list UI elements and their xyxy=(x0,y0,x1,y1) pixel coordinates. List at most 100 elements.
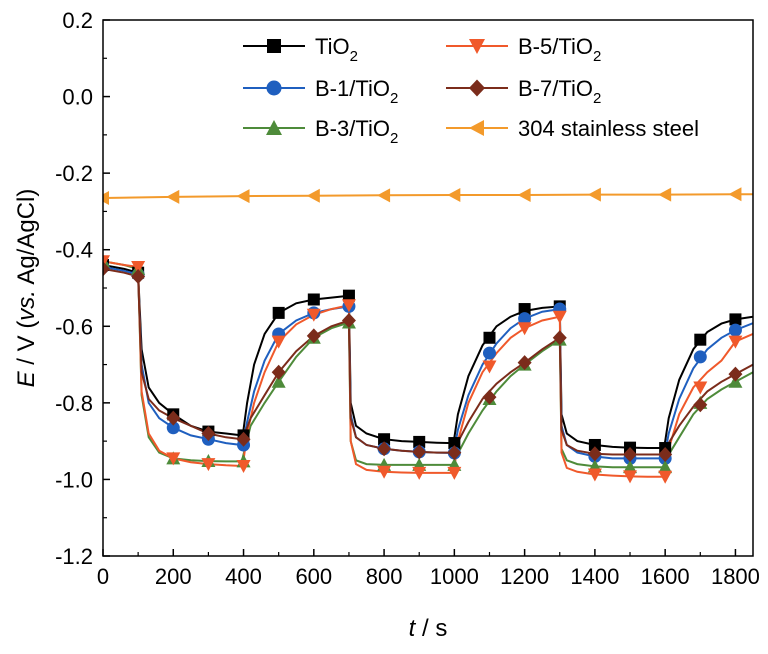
x-axis-unit: / s xyxy=(415,615,447,642)
x-tick-label: 1400 xyxy=(570,564,619,589)
series-line xyxy=(103,260,753,469)
legend-label-subscript: 2 xyxy=(350,48,358,65)
series-layer xyxy=(103,193,753,478)
y-tick-label: -1.0 xyxy=(55,467,93,492)
x-tick-label: 800 xyxy=(366,564,403,589)
legend-label-subscript: 2 xyxy=(390,130,398,147)
y-axis-mid: / V ( xyxy=(13,321,40,372)
data-point xyxy=(552,330,567,346)
data-point xyxy=(482,389,497,405)
data-point xyxy=(517,187,531,202)
data-point xyxy=(377,188,391,203)
data-point xyxy=(131,269,146,285)
y-tick-label: 0.2 xyxy=(62,8,93,33)
data-point xyxy=(587,187,601,202)
legend-label-text: B-5/TiO xyxy=(518,34,593,59)
data-point xyxy=(658,187,672,202)
data-point xyxy=(378,433,391,446)
data-point xyxy=(166,410,181,426)
legend-label: B-3/TiO2 xyxy=(315,116,398,147)
data-point xyxy=(658,460,673,474)
x-tick-label: 1800 xyxy=(711,564,760,589)
x-tick-label: 1000 xyxy=(430,564,479,589)
y-axis-symbol: E xyxy=(13,370,40,387)
data-point xyxy=(518,312,532,326)
data-point xyxy=(728,335,743,349)
legend-label-text: B-7/TiO xyxy=(518,76,593,101)
data-point xyxy=(271,364,286,380)
data-point xyxy=(623,460,638,474)
y-tick-label: 0.0 xyxy=(62,85,93,110)
legend-marker xyxy=(267,39,281,53)
data-point xyxy=(166,452,181,466)
data-point xyxy=(341,313,356,329)
data-point xyxy=(166,421,180,435)
x-tick-label: 400 xyxy=(225,564,262,589)
data-point xyxy=(306,308,321,322)
data-point xyxy=(623,470,638,484)
data-point xyxy=(341,299,356,313)
x-tick-label: 1600 xyxy=(641,564,690,589)
data-point xyxy=(658,470,673,484)
x-tick-label: 600 xyxy=(295,564,332,589)
series-line xyxy=(103,260,753,478)
markers-layer xyxy=(103,187,743,484)
data-point xyxy=(517,355,532,371)
legend-marker xyxy=(266,120,282,135)
legend-label: 304 stainless steel xyxy=(518,116,699,141)
data-point xyxy=(166,189,180,204)
data-point xyxy=(483,331,496,344)
data-point xyxy=(271,335,286,349)
series-line xyxy=(103,193,753,199)
data-point xyxy=(588,438,601,451)
data-point xyxy=(447,445,462,461)
legend-label-subscript: 2 xyxy=(593,48,601,65)
x-axis-symbol: t xyxy=(409,615,417,642)
data-point xyxy=(693,397,708,413)
y-axis-title: E / V (vs. Ag/AgCl) xyxy=(13,189,40,388)
data-point xyxy=(412,466,427,480)
data-point xyxy=(587,446,602,462)
data-point xyxy=(377,465,392,479)
data-point xyxy=(412,444,427,460)
data-point xyxy=(236,431,251,447)
y-tick-label: -0.4 xyxy=(55,238,93,263)
legend-marker xyxy=(469,120,484,136)
legend-marker xyxy=(469,39,485,54)
data-point xyxy=(587,468,602,482)
y-tick-label: -0.6 xyxy=(55,314,93,339)
data-point xyxy=(131,260,146,274)
data-point xyxy=(236,189,250,204)
data-point xyxy=(272,306,285,319)
data-point xyxy=(447,466,462,480)
data-point xyxy=(103,255,110,269)
data-point xyxy=(271,374,286,388)
x-tick-label: 0 xyxy=(97,564,109,589)
data-point xyxy=(236,460,251,474)
data-point xyxy=(729,313,742,326)
data-point xyxy=(201,458,216,472)
data-point xyxy=(728,366,743,382)
legend-label-text: B-1/TiO xyxy=(315,76,390,101)
legend-label: B-5/TiO2 xyxy=(518,34,601,65)
data-point xyxy=(517,322,532,336)
data-point xyxy=(693,381,708,395)
legend-marker xyxy=(266,80,282,96)
data-point xyxy=(306,328,321,344)
data-point xyxy=(447,187,461,202)
data-point xyxy=(342,289,355,302)
legend-label-text: B-3/TiO xyxy=(315,116,390,141)
data-point xyxy=(694,333,707,346)
legend-label: B-1/TiO2 xyxy=(315,76,398,107)
data-point xyxy=(482,346,496,360)
data-point xyxy=(448,437,461,450)
legend-marker xyxy=(469,79,485,97)
data-point xyxy=(518,303,531,316)
data-point xyxy=(103,261,110,277)
data-point xyxy=(728,187,742,202)
plot-frame xyxy=(102,19,754,557)
y-tick-label: -0.8 xyxy=(55,391,93,416)
